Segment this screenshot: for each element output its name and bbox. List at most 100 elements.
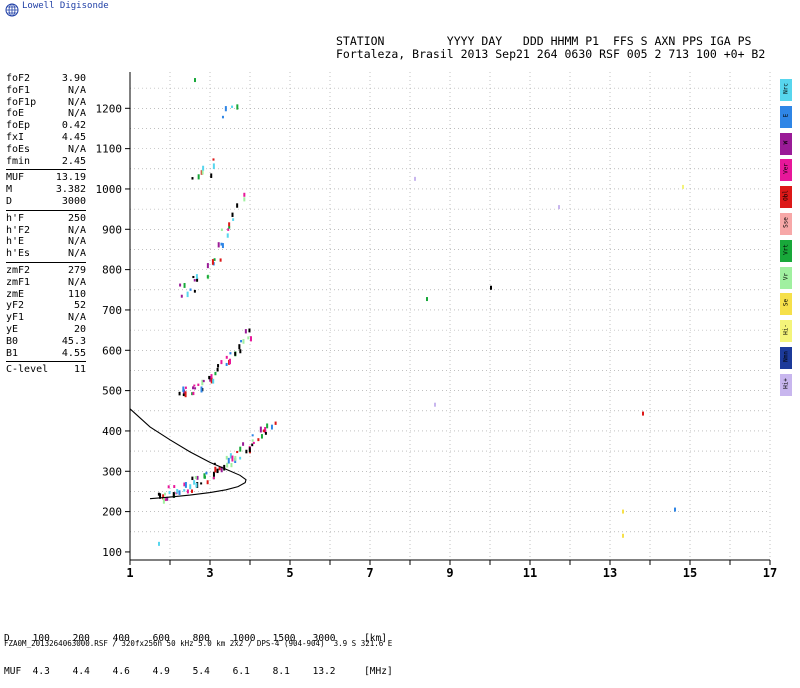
echo-point xyxy=(220,360,223,365)
param-name: foF2 xyxy=(6,73,31,84)
echo-point xyxy=(243,192,246,197)
param-value: 52 xyxy=(73,300,86,312)
echo-point xyxy=(195,482,198,488)
param-value: 3.382 xyxy=(55,184,86,196)
y-tick-label: 800 xyxy=(102,264,122,277)
legend-item: Nmn xyxy=(780,346,792,369)
echo-point xyxy=(242,442,245,446)
legend-item: Vr xyxy=(780,266,792,289)
param-row: D 3000 xyxy=(6,196,86,208)
legend-item: Nrc xyxy=(780,79,792,101)
param-row: foEs N/A xyxy=(6,144,86,156)
x-tick-label: 15 xyxy=(683,566,697,580)
echo-point xyxy=(229,453,232,459)
echo-point xyxy=(266,423,269,429)
echo-point xyxy=(230,462,233,468)
param-name: M xyxy=(6,184,13,196)
outlier-point xyxy=(414,176,416,181)
param-name: MUF xyxy=(6,172,25,184)
param-value: 2.45 xyxy=(61,155,86,167)
echo-point xyxy=(239,446,242,452)
echo-point xyxy=(249,336,252,342)
param-name: h'F2 xyxy=(6,224,31,236)
echo-point xyxy=(168,491,171,495)
muf-value: 6.1 xyxy=(232,666,250,677)
echo-point xyxy=(193,279,196,282)
legend-label: Ver xyxy=(782,163,790,175)
legend-label: Nrc xyxy=(782,83,790,94)
y-tick-label: 300 xyxy=(102,465,122,478)
param-name: zmF1 xyxy=(6,276,31,288)
echo-point xyxy=(212,378,215,384)
legend-label: W xyxy=(782,140,790,144)
param-value: N/A xyxy=(67,312,86,324)
y-tick-label: 1200 xyxy=(96,102,123,115)
echo-point xyxy=(214,466,217,473)
echo-point xyxy=(221,243,224,249)
param-name: D xyxy=(6,195,13,207)
y-tick-label: 900 xyxy=(102,223,122,236)
echo-point xyxy=(183,489,186,492)
muf-value: 8.1 xyxy=(272,666,290,677)
param-row: zmE 110 xyxy=(6,289,86,301)
param-value: N/A xyxy=(67,84,86,96)
echo-point xyxy=(173,485,176,489)
echo-point xyxy=(264,431,267,435)
distance-unit: [km] xyxy=(364,633,387,644)
echo-point xyxy=(193,480,196,485)
legend-label: Vr xyxy=(782,272,790,280)
echo-point xyxy=(251,443,254,447)
echo-point xyxy=(183,283,186,288)
echo-point xyxy=(228,358,231,365)
echo-point xyxy=(231,105,234,108)
echo-point xyxy=(192,275,195,279)
param-name: yF1 xyxy=(6,312,25,324)
muf-value: 5.4 xyxy=(192,666,210,677)
echo-point xyxy=(200,386,203,393)
legend-label: Se xyxy=(782,299,790,307)
echo-point xyxy=(196,277,199,282)
param-row: B1 4.55 xyxy=(6,348,86,360)
header-values: Fortaleza, Brasil 2013 Sep21 264 0630 RS… xyxy=(336,47,766,61)
param-name: foEs xyxy=(6,143,31,155)
echo-point xyxy=(205,471,208,475)
param-value: N/A xyxy=(67,248,86,260)
echo-point xyxy=(219,258,222,262)
param-row: h'Es N/A xyxy=(6,248,86,260)
echo-point xyxy=(192,386,195,390)
legend-item: Hi- xyxy=(780,320,792,343)
echo-point xyxy=(212,476,215,480)
echo-point xyxy=(192,391,195,396)
param-value: 3000 xyxy=(61,195,86,207)
x-tick-label: 5 xyxy=(286,566,293,580)
outlier-point xyxy=(158,541,160,546)
echo-point xyxy=(216,468,219,474)
legend-label: Vrt xyxy=(782,243,790,255)
echo-point xyxy=(262,429,265,433)
param-name: yF2 xyxy=(6,300,25,312)
echo-point xyxy=(191,177,194,180)
echo-point xyxy=(239,349,242,354)
parameter-panel: foF2 3.90 foF1 N/A foF1p N/A foE N/A foEp 0.42 fxI… xyxy=(6,73,86,376)
param-separator xyxy=(6,169,86,171)
legend-item: E xyxy=(780,105,792,128)
echo-point xyxy=(260,434,263,439)
echo-point xyxy=(252,441,255,444)
echo-point xyxy=(206,263,209,269)
x-tick-label: 9 xyxy=(446,566,453,580)
legend-label: Obl xyxy=(782,190,790,202)
param-name: foF1 xyxy=(6,84,31,96)
echo-point xyxy=(210,374,213,379)
legend-label: E xyxy=(782,113,790,118)
echo-point xyxy=(186,291,189,298)
x-tick-label: 11 xyxy=(523,566,537,580)
echo-point xyxy=(236,450,239,454)
echo-point xyxy=(212,163,215,170)
echo-point xyxy=(221,115,224,119)
echo-point xyxy=(196,475,199,480)
echo-point xyxy=(194,476,197,480)
param-name: h'E xyxy=(6,236,25,248)
echo-point xyxy=(239,456,242,460)
y-tick-label: 700 xyxy=(102,304,122,317)
param-name: fxI xyxy=(6,131,25,143)
